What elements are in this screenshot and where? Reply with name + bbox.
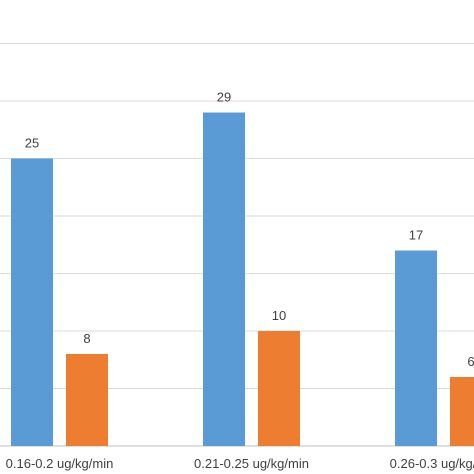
- bar-orange-2: [450, 377, 474, 446]
- data-label: 29: [217, 90, 231, 105]
- bars: [11, 112, 474, 446]
- data-label: 8: [83, 331, 90, 346]
- data-label: 17: [409, 228, 423, 243]
- bar-blue-2: [395, 250, 437, 446]
- x-tick-label: 0.26-0.3 ug/kg/min: [390, 456, 474, 471]
- x-tick-label: 0.16-0.2 ug/kg/min: [6, 456, 114, 471]
- x-tick-labels: 0.16-0.2 ug/kg/min 0.21-0.25 ug/kg/min 0.2…: [6, 456, 474, 471]
- bar-blue-0: [11, 158, 53, 446]
- bar-orange-1: [258, 331, 300, 446]
- data-label: 10: [272, 308, 286, 323]
- bar-blue-1: [203, 112, 245, 446]
- data-label: 6: [467, 354, 474, 369]
- bar-orange-0: [66, 354, 108, 446]
- data-labels: 25 8 29 10 17 6: [25, 90, 474, 370]
- x-tick-label: 0.21-0.25 ug/kg/min: [194, 456, 309, 471]
- data-label: 25: [25, 136, 39, 151]
